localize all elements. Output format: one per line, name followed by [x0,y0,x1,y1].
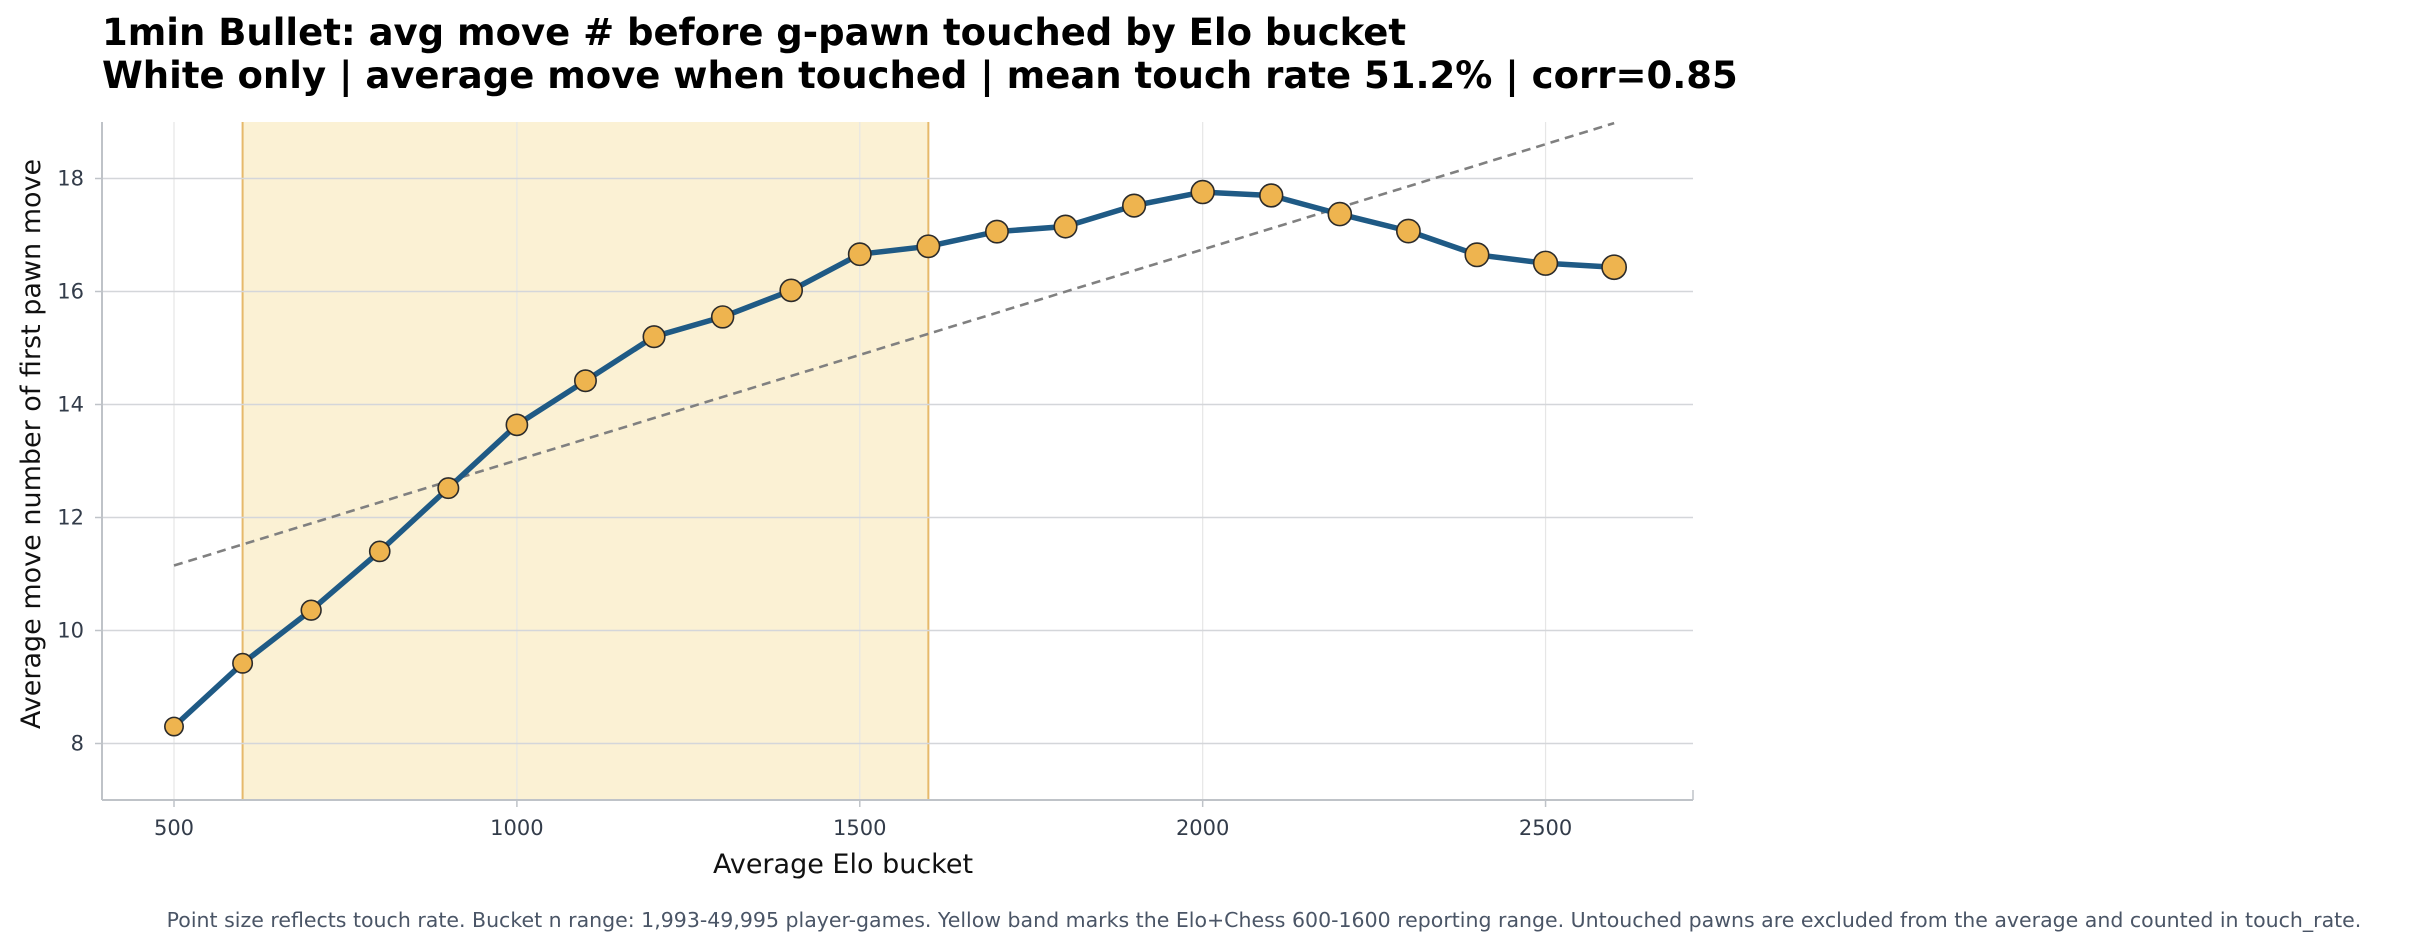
y-tick-label: 16 [57,280,84,304]
data-point [164,716,184,737]
x-tick-label: 2000 [1176,816,1229,840]
y-tick-label: 10 [57,619,84,643]
data-point [300,599,322,621]
y-tick-label: 12 [57,506,84,530]
data-point [1190,179,1215,205]
data-point [573,369,597,393]
x-tick-label: 2500 [1519,816,1572,840]
data-point [232,652,254,674]
ticks: 500 1000 1500 2000 2500 8 10 12 14 16 18 [57,167,1572,841]
y-axis-label: Average move number of first pawn move [16,159,47,729]
data-point [1327,201,1353,227]
data-point [1464,242,1490,268]
data-point [710,305,735,329]
data-point [437,477,460,500]
x-axis-label: Average Elo bucket [713,849,973,880]
data-point [1532,250,1559,276]
x-tick-label: 1500 [833,816,886,840]
data-point [847,242,872,267]
grid [102,122,1693,800]
reporting-range-band [242,122,929,800]
trend-line [173,121,1615,567]
data-point [1601,254,1628,281]
data-point [916,234,941,259]
data-point [779,278,804,303]
data-point [642,325,666,349]
data-point [368,540,391,563]
data-point [1121,193,1147,218]
data-point [1053,214,1078,239]
data-point [1395,218,1421,244]
series-markers [164,179,1628,737]
x-tick-label: 1000 [490,816,543,840]
chart-subtitle: White only | average move when touched |… [102,54,1738,97]
data-point [505,413,529,437]
y-tick-label: 18 [57,167,84,191]
y-tick-label: 14 [57,393,84,417]
data-point [1259,183,1284,208]
x-tick-label: 500 [154,816,194,840]
footnote: Point size reflects touch rate. Bucket n… [167,908,2362,933]
data-point [984,219,1009,244]
series-line [171,189,1617,730]
chart-title: 1min Bullet: avg move # before g-pawn to… [102,11,1406,54]
y-tick-label: 8 [71,732,84,756]
